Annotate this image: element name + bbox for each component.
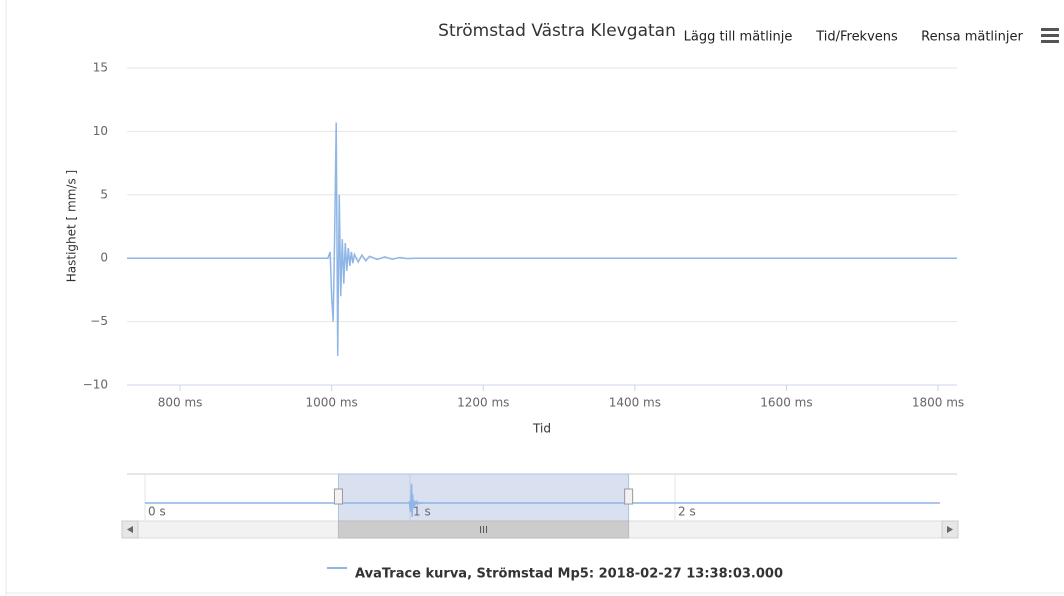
x-tick-label: 1400 ms — [609, 396, 661, 410]
button[interactable]: Tid/Frekvens — [815, 30, 898, 45]
navigator-tick-label: 1 s — [413, 505, 431, 519]
x-tick-label: 1800 ms — [912, 396, 964, 410]
legend-label: AvaTrace kurva, Strömstad Mp5: 2018-02-2… — [355, 567, 783, 582]
x-axis-label: Tid — [532, 422, 551, 436]
y-tick-label: 15 — [93, 61, 108, 75]
scrollbar-grip — [480, 526, 488, 533]
button[interactable]: Rensa mätlinjer — [921, 30, 1023, 45]
y-tick-label: −5 — [90, 314, 108, 328]
x-tick-label: 800 ms — [158, 396, 203, 410]
y-tick-label: 10 — [93, 124, 108, 138]
chart-title: Strömstad Västra Klevgatan — [438, 21, 676, 41]
x-tick-label: 1200 ms — [457, 396, 509, 410]
scroll-right-arrow — [947, 526, 953, 533]
button[interactable]: Lägg till mätlinje — [684, 30, 793, 45]
navigator-handle[interactable] — [333, 488, 343, 505]
y-axis-label: Hastighet [ mm/s ] — [65, 170, 79, 282]
series-line — [127, 122, 957, 356]
y-tick-label: −10 — [83, 378, 108, 392]
navigator-handle[interactable] — [624, 488, 634, 505]
navigator-selection — [337, 473, 630, 522]
navigator-tick-label: 0 s — [148, 505, 166, 519]
navigator-line — [145, 483, 940, 517]
x-tick-label: 1600 ms — [760, 396, 812, 410]
menu-icon[interactable] — [1041, 28, 1059, 43]
navigator-tick-label: 2 s — [678, 505, 696, 519]
y-tick-label: 0 — [100, 251, 108, 265]
x-tick-label: 1000 ms — [306, 396, 358, 410]
y-tick-label: 5 — [100, 187, 108, 201]
scroll-left-arrow — [127, 526, 133, 533]
